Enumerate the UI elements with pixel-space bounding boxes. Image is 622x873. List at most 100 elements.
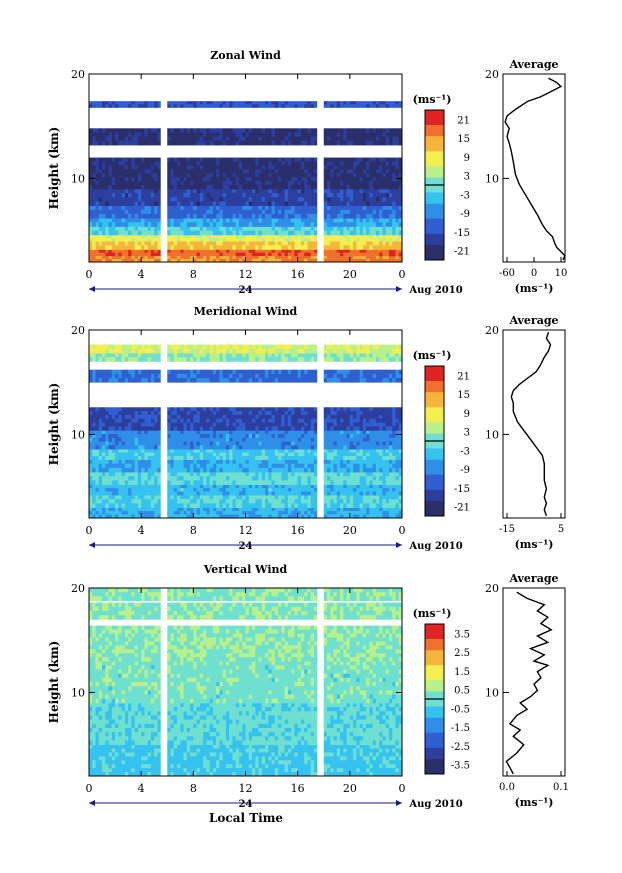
- heatmap-cell: [291, 226, 295, 232]
- heatmap-cell: [89, 245, 93, 250]
- heatmap-cell: [274, 188, 279, 194]
- heatmap-cell: [372, 234, 377, 239]
- heatmap-cell: [199, 101, 204, 105]
- heatmap-cell: [248, 255, 253, 260]
- heatmap-cell: [150, 472, 155, 477]
- heatmap-cell: [131, 104, 136, 108]
- heatmap-cell: [300, 258, 305, 263]
- heatmap-cell: [278, 226, 282, 232]
- heatmap-cell: [154, 205, 158, 211]
- heatmap-cell: [375, 169, 380, 174]
- heatmap-cell: [203, 132, 207, 138]
- heatmap-cell: [111, 193, 116, 198]
- heatmap-cell: [225, 499, 230, 504]
- heatmap-cell: [111, 132, 116, 138]
- heatmap-cell: [92, 177, 96, 182]
- heatmap-cell: [102, 237, 106, 242]
- heatmap-cell: [343, 480, 347, 485]
- x-tick-label: 20: [343, 268, 357, 281]
- heatmap-cell: [330, 459, 334, 465]
- heatmap-cell: [369, 193, 374, 198]
- heatmap-cell: [388, 188, 393, 194]
- heatmap-cell: [98, 218, 103, 223]
- heatmap-cell: [369, 161, 374, 166]
- heatmap-cell: [307, 234, 312, 239]
- heatmap-cell: [310, 165, 315, 170]
- heatmap-cell: [343, 184, 347, 190]
- heatmap-cell: [235, 193, 240, 198]
- heatmap-cell: [196, 449, 201, 453]
- heatmap-cell: [369, 484, 374, 489]
- heatmap-cell: [379, 181, 383, 186]
- panel-title: Zonal Wind: [210, 49, 281, 62]
- heatmap-cell: [193, 258, 197, 263]
- heatmap-cell: [248, 104, 253, 108]
- heatmap-cell: [216, 511, 220, 515]
- heatmap-cell: [131, 101, 136, 105]
- heatmap-cell: [294, 499, 299, 504]
- heatmap-cell: [154, 499, 158, 504]
- heatmap-cell: [278, 222, 282, 227]
- heatmap-cell: [349, 449, 354, 453]
- heatmap-cell: [108, 181, 113, 186]
- heatmap-cell: [102, 197, 106, 202]
- heatmap-cell: [359, 484, 364, 489]
- heatmap-cell: [225, 255, 230, 260]
- heatmap-cell: [245, 188, 250, 194]
- heatmap-cell: [245, 452, 250, 457]
- heatmap-cell: [372, 456, 377, 460]
- heatmap-cell: [297, 463, 302, 469]
- heatmap-cell: [190, 213, 194, 219]
- heatmap-cell: [225, 472, 230, 477]
- heatmap-cell: [121, 449, 126, 453]
- heatmap-cell: [388, 161, 393, 166]
- heatmap-cell: [271, 463, 276, 469]
- heatmap-cell: [180, 491, 184, 496]
- heatmap-cell: [284, 218, 289, 223]
- heatmap-cell: [137, 467, 142, 473]
- heatmap-cell: [232, 184, 237, 190]
- heatmap-cell: [392, 507, 396, 512]
- heatmap-cell: [209, 449, 214, 453]
- heatmap-cell: [248, 252, 253, 257]
- heatmap-cell: [219, 222, 224, 227]
- heatmap-cell: [154, 140, 158, 146]
- heatmap-cell: [353, 104, 357, 108]
- heatmap-cell: [307, 169, 312, 174]
- heatmap-cell: [349, 511, 354, 515]
- heatmap-cell: [248, 169, 253, 174]
- heatmap-cell: [238, 252, 243, 257]
- heatmap-cell: [150, 511, 155, 515]
- heatmap-cell: [245, 193, 250, 198]
- heatmap-cell: [340, 467, 344, 473]
- heatmap-cell: [255, 161, 259, 166]
- heatmap-cell: [398, 249, 403, 253]
- heatmap-cell: [209, 237, 214, 242]
- heatmap-cell: [173, 252, 178, 257]
- heatmap-cell: [395, 484, 400, 489]
- heatmap-cell: [362, 459, 367, 465]
- heatmap-cell: [95, 476, 100, 481]
- heatmap-cell: [258, 104, 263, 108]
- colorbar-tick-label: 3: [464, 172, 470, 183]
- heatmap-cell: [212, 245, 217, 250]
- heatmap-cell: [372, 463, 377, 469]
- heatmap-cell: [310, 222, 315, 227]
- heatmap-cell: [392, 101, 396, 105]
- heatmap-cell: [183, 459, 188, 465]
- heatmap-cell: [343, 495, 347, 500]
- heatmap-cell: [261, 165, 266, 170]
- heatmap-cell: [268, 165, 272, 170]
- heatmap-cell: [349, 255, 354, 260]
- heatmap-cell: [274, 463, 279, 469]
- heatmap-cell: [294, 181, 299, 186]
- heatmap-cell: [186, 472, 191, 477]
- heatmap-cell: [255, 241, 259, 246]
- heatmap-cell: [212, 484, 217, 489]
- heatmap-cell: [366, 503, 370, 508]
- heatmap-cell: [173, 237, 178, 242]
- heatmap-cell: [242, 495, 246, 500]
- heatmap-cell: [271, 201, 276, 206]
- heatmap-cell: [395, 237, 400, 242]
- heatmap-cell: [108, 104, 113, 108]
